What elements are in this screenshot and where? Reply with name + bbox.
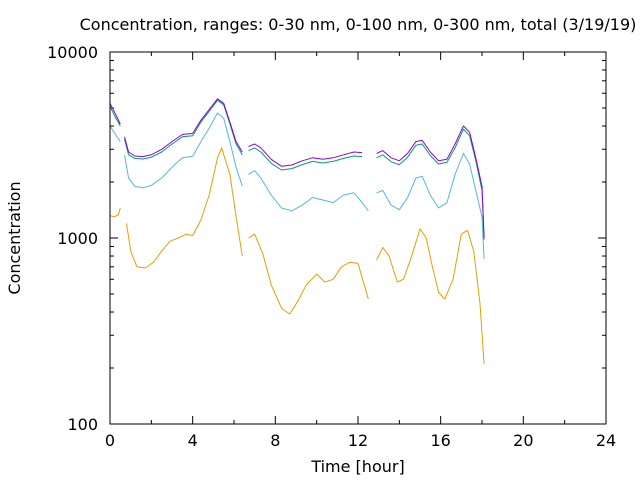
series-line [126,147,243,269]
series-line [109,103,121,125]
series-line [248,147,363,171]
y-tick-label: 100 [67,415,98,434]
x-tick-label: 24 [596,431,616,450]
series-line [109,125,121,142]
plot-frame [109,51,607,425]
series-line [109,207,121,218]
x-tick-label: 8 [270,431,280,450]
chart-title: Concentration, ranges: 0-30 nm, 0-100 nm… [80,15,637,34]
series-line [376,125,485,239]
x-tick-label: 16 [430,431,450,450]
y-tick-label: 1000 [57,229,98,248]
plot-lines [109,98,485,365]
series-line [124,98,243,158]
x-tick-label: 4 [188,431,198,450]
series-line [376,128,485,240]
series-line [376,152,485,260]
series-line [124,99,243,160]
series-line [376,228,485,365]
x-tick-label: 12 [348,431,368,450]
axis-ticks: 0 4 8 12 16 20 24 100 1000 10000 [47,43,616,450]
series-line [124,112,243,189]
x-axis-label: Time [hour] [310,457,404,476]
x-tick-label: 0 [105,431,115,450]
series-line [109,106,121,127]
x-tick-label: 20 [513,431,533,450]
series-line [248,143,363,167]
series-line [248,170,369,212]
series-line [248,233,369,315]
y-axis-label: Concentration [5,181,24,294]
y-tick-label: 10000 [47,43,98,62]
